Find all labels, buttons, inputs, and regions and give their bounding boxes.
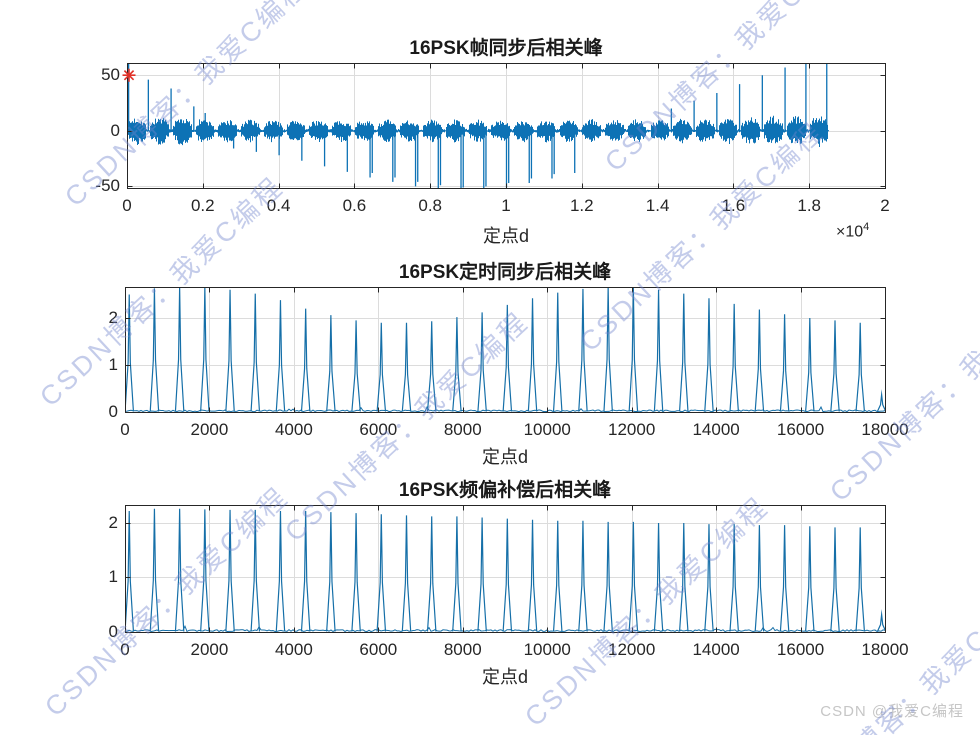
x-tick-label: 1.6 — [721, 196, 746, 215]
subplot1-xlabel: 定点d — [482, 226, 529, 246]
x-tick-label: 12000 — [608, 420, 656, 439]
x-tick-label: 2 — [880, 196, 890, 215]
x-tick-label: 1 — [501, 196, 511, 215]
subplot2-xlabel: 定点d — [481, 447, 528, 467]
y-tick-label: 0 — [108, 402, 118, 421]
csdn-footer-watermark: CSDN @我爱C编程 — [820, 703, 964, 720]
y-tick-label: 1 — [108, 567, 118, 587]
x-tick-label: 16000 — [776, 420, 825, 439]
x-tick-label: 1.4 — [645, 196, 670, 215]
x-axis-exponent-label: ×104 — [836, 221, 869, 241]
x-tick-label: 12000 — [608, 640, 656, 659]
x-tick-label: 6000 — [359, 640, 398, 659]
x-tick-label: 0.4 — [266, 196, 291, 215]
x-tick-label: 14000 — [692, 420, 740, 439]
x-tick-label: 2000 — [190, 420, 229, 439]
exponent-power: 4 — [863, 221, 870, 233]
y-tick-label: 0 — [110, 120, 120, 140]
x-tick-label: 8000 — [443, 640, 482, 659]
x-tick-label: 0.6 — [342, 196, 367, 215]
x-tick-label: 0 — [122, 196, 132, 215]
x-tick-label: 0.2 — [190, 196, 215, 215]
y-tick-label: -50 — [95, 176, 120, 196]
x-tick-label: 16000 — [776, 640, 825, 659]
x-tick-label: 10000 — [523, 420, 571, 439]
x-tick-label: 10000 — [523, 640, 571, 659]
x-tick-label: 18000 — [861, 420, 909, 439]
x-tick-label: 2000 — [190, 640, 229, 659]
x-tick-label: 8000 — [443, 420, 482, 439]
subplot3-xlabel: 定点d — [481, 667, 528, 687]
subplot2-title: 16PSK定时同步后相关峰 — [398, 262, 612, 283]
exponent-mantissa: ×10 — [836, 223, 864, 241]
x-tick-label: 1.8 — [797, 196, 821, 215]
x-tick-label: 4000 — [274, 420, 313, 439]
x-tick-label: 14000 — [692, 640, 740, 659]
x-tick-label: 4000 — [274, 640, 313, 659]
y-tick-label: 2 — [108, 512, 118, 532]
x-tick-label: 0 — [120, 640, 130, 659]
y-tick-label: 1 — [108, 355, 118, 374]
x-tick-label: 6000 — [359, 420, 398, 439]
y-tick-label: 0 — [108, 622, 118, 641]
y-tick-label: 2 — [108, 308, 118, 327]
x-tick-label: 18000 — [861, 640, 909, 659]
subplot3-title: 16PSK频偏补偿后相关峰 — [398, 480, 612, 501]
y-tick-label: 50 — [101, 65, 120, 85]
x-tick-label: 1.2 — [569, 196, 594, 215]
subplot1-title: 16PSK帧同步后相关峰 — [409, 38, 603, 59]
x-tick-label: 0.8 — [418, 196, 442, 215]
x-tick-label: 0 — [120, 420, 130, 439]
